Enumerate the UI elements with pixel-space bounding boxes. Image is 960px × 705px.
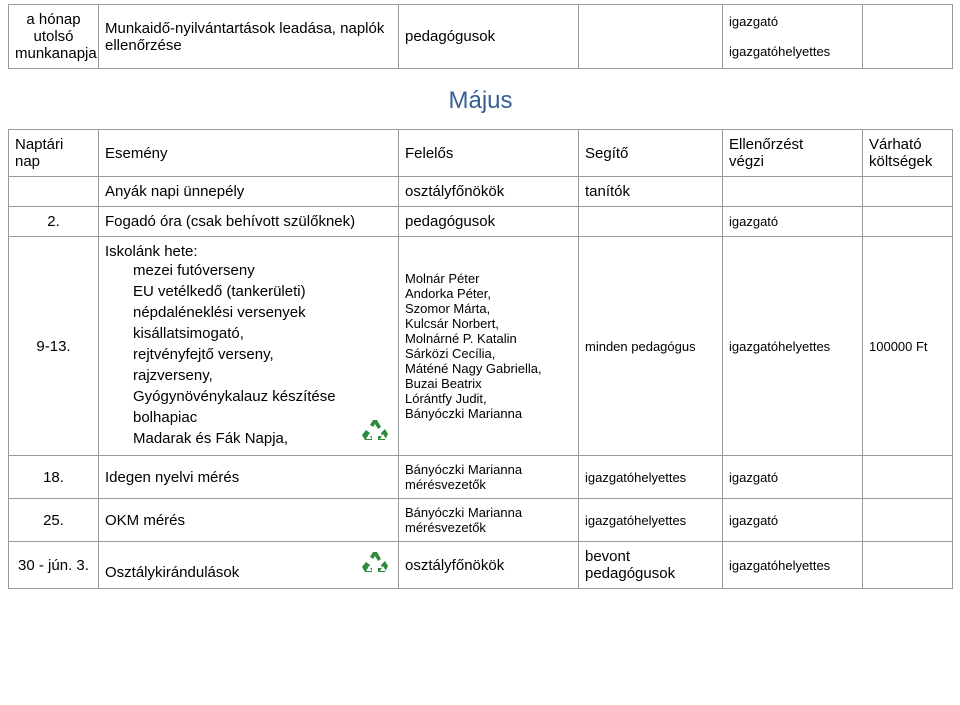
- cell-felelos: osztályfőnökök: [399, 177, 579, 207]
- cell-felelos: osztályfőnökök: [399, 542, 579, 589]
- cell-segito: igazgatóhelyettes: [579, 499, 723, 542]
- cell-event: Munkaidő-nyilvántartások leadása, naplók…: [99, 5, 399, 69]
- cell-kolts: [863, 5, 953, 69]
- col-header-date: Naptári nap: [9, 130, 99, 177]
- recycle-icon: [360, 417, 392, 449]
- cell-date: 30 - jún. 3.: [9, 542, 99, 589]
- cell-date: 2.: [9, 207, 99, 237]
- cell-ellenor: igazgató: [723, 207, 863, 237]
- cell-felelos: pedagógusok: [399, 207, 579, 237]
- col-header-kolts: Várhatóköltségek: [863, 130, 953, 177]
- event-list-item: kisállatsimogató,: [133, 323, 356, 344]
- cell-ellenor: igazgatóigazgatóhelyettes: [723, 5, 863, 69]
- cell-segito: bevont pedagógusok: [579, 542, 723, 589]
- cell-segito: tanítók: [579, 177, 723, 207]
- recycle-icon: [360, 549, 392, 581]
- table-row: 2.Fogadó óra (csak behívott szülőknek)pe…: [9, 207, 953, 237]
- cell-date: 25.: [9, 499, 99, 542]
- cell-kolts: [863, 177, 953, 207]
- event-list-item: Madarak és Fák Napja,: [133, 428, 356, 449]
- cell-felelos: Bányóczki Mariannamérésvezetők: [399, 456, 579, 499]
- cell-ellenor: igazgatóhelyettes: [723, 542, 863, 589]
- table-row: 30 - jún. 3. Osztálykirándulások osztály…: [9, 542, 953, 589]
- table-row: 25.OKM mérésBányóczki Mariannamérésvezet…: [9, 499, 953, 542]
- cell-event: Idegen nyelvi mérés: [99, 456, 399, 499]
- event-list-item: rejtvényfejtő verseny,: [133, 344, 356, 365]
- cell-kolts: [863, 542, 953, 589]
- cell-date: [9, 177, 99, 207]
- section-title-row: Május: [9, 69, 953, 130]
- cell-segito: [579, 5, 723, 69]
- cell-date: 9-13.: [9, 237, 99, 456]
- event-title: Iskolánk hete:: [105, 243, 356, 260]
- cell-kolts: [863, 456, 953, 499]
- cell-date: a hónaputolsómunkanapja: [9, 5, 99, 69]
- cell-felelos: pedagógusok: [399, 5, 579, 69]
- event-list-item: mezei futóverseny: [133, 260, 356, 281]
- event-list-item: népdaléneklési versenyek: [133, 302, 356, 323]
- cell-felelos: Molnár PéterAndorka Péter,Szomor Márta,K…: [399, 237, 579, 456]
- schedule-table: a hónaputolsómunkanapja Munkaidő-nyilván…: [8, 4, 953, 589]
- cell-ellenor: igazgató: [723, 499, 863, 542]
- event-list-item: EU vetélkedő (tankerületi): [133, 281, 356, 302]
- event-list-item: bolhapiac: [133, 407, 356, 428]
- cell-segito: [579, 207, 723, 237]
- table-header: Naptári nap Esemény Felelős Segítő Ellen…: [9, 130, 953, 177]
- table-row: Anyák napi ünnepélyosztályfőnököktanítók: [9, 177, 953, 207]
- cell-felelos: Bányóczki Mariannamérésvezetők: [399, 499, 579, 542]
- cell-date: 18.: [9, 456, 99, 499]
- cell-segito: igazgatóhelyettes: [579, 456, 723, 499]
- cell-kolts: [863, 207, 953, 237]
- cell-event: Iskolánk hete: mezei futóversenyEU vetél…: [99, 237, 399, 456]
- event-list-item: rajzverseny,: [133, 365, 356, 386]
- col-header-ellenor: Ellenőrzéstvégzi: [723, 130, 863, 177]
- cell-ellenor: igazgató: [723, 456, 863, 499]
- cell-ellenor: igazgatóhelyettes: [723, 237, 863, 456]
- table-row: a hónaputolsómunkanapja Munkaidő-nyilván…: [9, 5, 953, 69]
- cell-event: Anyák napi ünnepély: [99, 177, 399, 207]
- cell-event: OKM mérés: [99, 499, 399, 542]
- event-list-item: Gyógynövénykalauz készítése: [133, 386, 356, 407]
- col-header-event: Esemény: [99, 130, 399, 177]
- section-title: Május: [9, 69, 953, 130]
- cell-segito: minden pedagógus: [579, 237, 723, 456]
- cell-ellenor: [723, 177, 863, 207]
- cell-kolts: [863, 499, 953, 542]
- col-header-segito: Segítő: [579, 130, 723, 177]
- col-header-felelos: Felelős: [399, 130, 579, 177]
- cell-event: Osztálykirándulások: [99, 542, 399, 589]
- event-text: Osztálykirándulások: [105, 564, 356, 581]
- table-row: 9-13. Iskolánk hete: mezei futóversenyEU…: [9, 237, 953, 456]
- table-row: 18.Idegen nyelvi mérésBányóczki Marianna…: [9, 456, 953, 499]
- cell-kolts: 100000 Ft: [863, 237, 953, 456]
- cell-event: Fogadó óra (csak behívott szülőknek): [99, 207, 399, 237]
